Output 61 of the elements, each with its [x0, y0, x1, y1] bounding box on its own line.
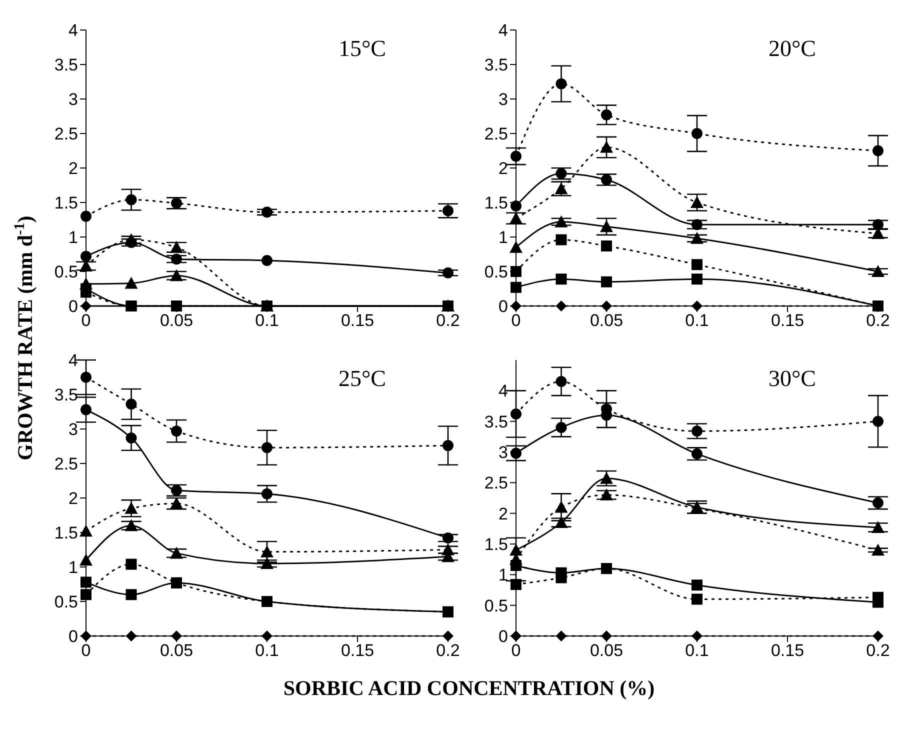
y-tick-label: 3	[498, 90, 508, 110]
y-tick-label: 4	[498, 21, 508, 40]
y-tick-label: 2	[68, 159, 78, 178]
y-tick-label: 0.5	[54, 592, 78, 612]
y-tick-label: 1.5	[54, 194, 78, 213]
x-tick-label: 0.2	[866, 641, 890, 660]
y-tick-label: 0.5	[484, 262, 508, 282]
x-tick-label: 0.15	[340, 311, 374, 330]
y-tick-label: 1	[68, 558, 78, 578]
y-tick-label: 3	[498, 443, 508, 462]
y-tick-label: 2	[498, 504, 508, 524]
y-tick-label: 1	[498, 228, 508, 248]
x-tick-label: 0.1	[255, 311, 279, 330]
y-tick-label: 2.5	[54, 454, 78, 474]
x-tick-label: 0.2	[436, 311, 460, 330]
x-tick-label: 0.05	[160, 641, 194, 660]
x-axis-title: SORBIC ACID CONCENTRATION (%)	[282, 676, 656, 701]
x-tick-label: 0.1	[685, 641, 709, 660]
x-tick-label: 0.15	[340, 641, 374, 660]
y-tick-label: 0.5	[484, 596, 508, 616]
x-tick-label: 0.15	[770, 311, 804, 330]
y-tick-label: 3.5	[484, 412, 508, 432]
y-tick-label: 3.5	[484, 56, 508, 75]
y-tick-label: 0.5	[54, 262, 78, 282]
x-tick-label: 0.05	[590, 641, 624, 660]
y-tick-label: 3.5	[54, 386, 78, 405]
y-tick-label: 2.5	[54, 124, 78, 144]
y-tick-label: 3	[68, 90, 78, 110]
chart-title: 30°C	[768, 366, 816, 392]
y-tick-label: 4	[68, 21, 78, 40]
y-tick-label: 0	[68, 627, 78, 646]
y-tick-label: 1	[498, 566, 508, 585]
x-tick-label: 0	[81, 641, 91, 660]
x-tick-label: 0	[511, 641, 521, 660]
y-tick-label: 2.5	[484, 124, 508, 144]
x-tick-label: 0.2	[866, 311, 890, 330]
y-tick-label: 0	[498, 627, 508, 646]
chart-title: 15°C	[338, 36, 386, 62]
x-tick-label: 0.2	[436, 641, 460, 660]
x-tick-label: 0	[81, 311, 91, 330]
x-tick-label: 0.15	[770, 641, 804, 660]
x-tick-label: 0.05	[590, 311, 624, 330]
y-tick-label: 1.5	[484, 194, 508, 213]
y-tick-label: 4	[498, 382, 508, 401]
x-tick-label: 0.05	[160, 311, 194, 330]
chart-title: 25°C	[338, 366, 386, 392]
y-tick-label: 3.5	[54, 56, 78, 75]
x-tick-label: 0	[511, 311, 521, 330]
y-tick-label: 1	[68, 228, 78, 248]
x-tick-label: 0.1	[255, 641, 279, 660]
y-tick-label: 1.5	[54, 524, 78, 543]
y-tick-label: 4	[68, 351, 78, 370]
y-tick-label: 2.5	[484, 474, 508, 493]
y-tick-label: 2	[68, 489, 78, 508]
y-tick-label: 2	[498, 159, 508, 178]
y-tick-label: 3	[68, 420, 78, 440]
y-tick-label: 0	[68, 297, 78, 316]
y-tick-label: 0	[498, 297, 508, 316]
x-tick-label: 0.1	[685, 311, 709, 330]
y-tick-label: 1.5	[484, 535, 508, 554]
chart-title: 20°C	[768, 36, 816, 62]
